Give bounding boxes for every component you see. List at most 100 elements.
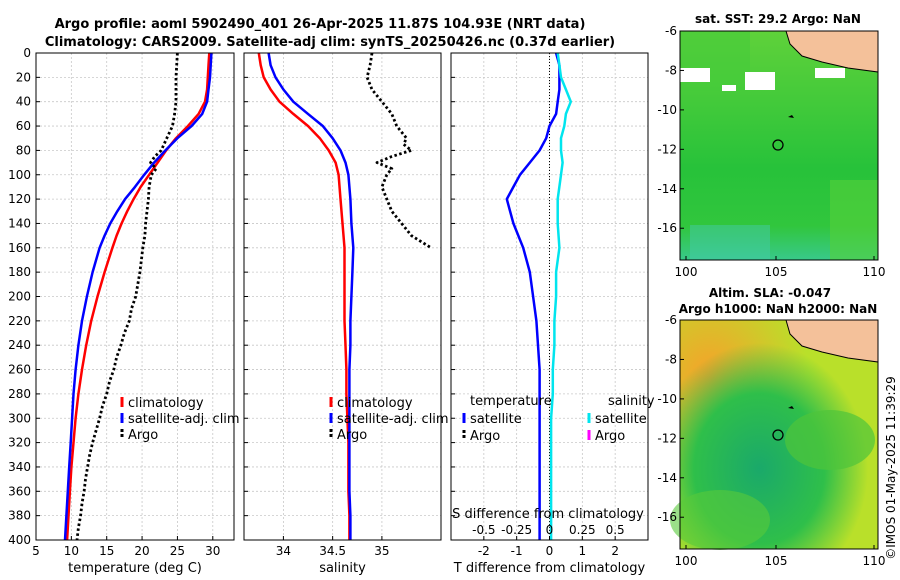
map-x-tick-label: 110 <box>863 265 886 279</box>
y-tick-label: 380 <box>8 509 31 523</box>
x-tick-label: 34.5 <box>319 544 346 558</box>
y-tick-label: 20 <box>16 70 31 84</box>
map-y-tick-label: -6 <box>665 313 677 327</box>
map-y-tick-label: -8 <box>665 63 677 77</box>
sst-map: sat. SST: 29.2 Argo: NaN 100 105 110 -6 -8 -1… <box>657 12 885 279</box>
y-tick-label: 320 <box>8 436 31 450</box>
x-tick-label: 10 <box>64 544 79 558</box>
y-tick-label: 240 <box>8 338 31 352</box>
island <box>788 115 794 118</box>
sst-map-axes: 100 105 110 -6 -8 -10 -12 -14 -16 <box>657 24 885 279</box>
secondary-x-tick-label: 0.25 <box>569 523 596 537</box>
legend-label: climatology <box>337 396 413 411</box>
series-line-t-satellite <box>505 52 561 540</box>
series-line-satellite-adj-clim <box>267 52 355 540</box>
map-x-tick-label: 110 <box>863 554 886 568</box>
map-y-tick-label: -12 <box>657 142 677 156</box>
y-tick-label: 180 <box>8 265 31 279</box>
x-tick-label: 0 <box>546 544 554 558</box>
imos-watermark: ©IMOS 01-May-2025 11:39:29 <box>884 376 898 560</box>
x-tick-label: -2 <box>478 544 490 558</box>
legend-label: satellite-adj. clim <box>128 412 240 427</box>
map-y-tick-label: -8 <box>665 352 677 366</box>
x-tick-label: 35 <box>374 544 389 558</box>
legend-label: satellite-adj. clim <box>337 412 449 427</box>
x-tick-label: 5 <box>32 544 40 558</box>
y-tick-label: 60 <box>16 119 31 133</box>
secondary-x-tick-label: -0.5 <box>472 523 495 537</box>
sst-map-title: sat. SST: 29.2 Argo: NaN <box>695 12 861 26</box>
temperature-panel: 0 20 40 60 80 100 120 140 160 180 200 220 240 260 280 3… <box>8 46 240 576</box>
y-tick-label: 0 <box>23 46 31 60</box>
y-tick-label: 300 <box>8 411 31 425</box>
map-y-tick-label: -6 <box>665 24 677 38</box>
x-tick-label: 1 <box>579 544 587 558</box>
sst-cloud-gap <box>745 72 775 90</box>
map-x-tick-label: 105 <box>765 265 788 279</box>
y-tick-label: 200 <box>8 290 31 304</box>
series-line-satellite-adj-clim <box>63 52 213 541</box>
legend-label: Argo <box>470 429 500 444</box>
x-tick-label: 20 <box>134 544 149 558</box>
secondary-x-axis-label: S difference from climatology <box>452 507 644 522</box>
y-tick-label: 100 <box>8 168 31 182</box>
secondary-x-tick-label: -0.25 <box>501 523 532 537</box>
y-tick-label: 220 <box>8 314 31 328</box>
salinity-panel: 34 34.5 35 salinity climatologysatellite-adj… <box>243 52 449 576</box>
y-tick-label: 120 <box>8 192 31 206</box>
difference-panel: -2 -1 0 1 2 T difference from climatology temp… <box>450 52 655 576</box>
series-line-climatology <box>65 52 211 541</box>
map-y-tick-label: -10 <box>657 392 677 406</box>
series-line-s-satellite <box>549 52 573 540</box>
y-tick-label: 260 <box>8 363 31 377</box>
sst-cloud-gap <box>680 68 710 82</box>
legend-title-salinity: salinity <box>608 394 655 409</box>
figure-title-line2: Climatology: CARS2009. Satellite-adj cli… <box>45 35 615 50</box>
x-tick-label: 34 <box>276 544 291 558</box>
y-tick-label: 340 <box>8 460 31 474</box>
map-y-tick-label: -10 <box>657 103 677 117</box>
y-tick-label: 280 <box>8 387 31 401</box>
y-tick-label: 360 <box>8 484 31 498</box>
map-y-tick-label: -14 <box>657 182 677 196</box>
x-axis-label: salinity <box>319 561 366 576</box>
y-tick-label: 40 <box>16 95 31 109</box>
legend-label: satellite <box>470 412 522 427</box>
x-tick-label: 15 <box>99 544 114 558</box>
y-tick-label: 140 <box>8 216 31 230</box>
sla-map-title2: Argo h1000: NaN h2000: NaN <box>679 302 878 316</box>
y-tick-label: 80 <box>16 143 31 157</box>
map-x-tick-label: 100 <box>675 265 698 279</box>
secondary-x-tick-label: 0 <box>546 523 554 537</box>
y-tick-label: 400 <box>8 533 31 547</box>
sla-map: Altim. SLA: -0.047 Argo h1000: NaN h2000… <box>657 286 885 568</box>
x-axis-label: temperature (deg C) <box>68 561 202 576</box>
map-x-tick-label: 100 <box>675 554 698 568</box>
legend-label: Argo <box>337 428 367 443</box>
map-y-tick-label: -16 <box>657 510 677 524</box>
x-tick-label: 30 <box>205 544 220 558</box>
island <box>788 406 794 409</box>
x-axis-label: T difference from climatology <box>453 561 646 576</box>
legend-label: satellite <box>595 412 647 427</box>
sla-map-title1: Altim. SLA: -0.047 <box>709 286 831 300</box>
x-tick-label: 2 <box>611 544 619 558</box>
legend-label: Argo <box>595 429 625 444</box>
map-y-tick-label: -14 <box>657 471 677 485</box>
series-line-argo <box>365 52 432 249</box>
map-y-tick-label: -12 <box>657 431 677 445</box>
map-x-tick-label: 105 <box>765 554 788 568</box>
argo-position-marker <box>772 429 784 441</box>
sla-map-axes: 100 105 110 -6 -8 -10 -12 -14 -16 <box>657 313 885 568</box>
figure-title-line1: Argo profile: aoml 5902490_401 26-Apr-20… <box>55 17 586 32</box>
legend-label: Argo <box>128 428 158 443</box>
legend-label: climatology <box>128 396 204 411</box>
secondary-x-tick-label: 0.5 <box>606 523 625 537</box>
y-tick-label: 160 <box>8 241 31 255</box>
series-line-argo <box>75 52 179 541</box>
legend-title-temperature: temperature <box>470 394 552 409</box>
map-y-tick-label: -16 <box>657 221 677 235</box>
x-tick-label: 25 <box>170 544 185 558</box>
argo-position-marker <box>772 139 784 151</box>
